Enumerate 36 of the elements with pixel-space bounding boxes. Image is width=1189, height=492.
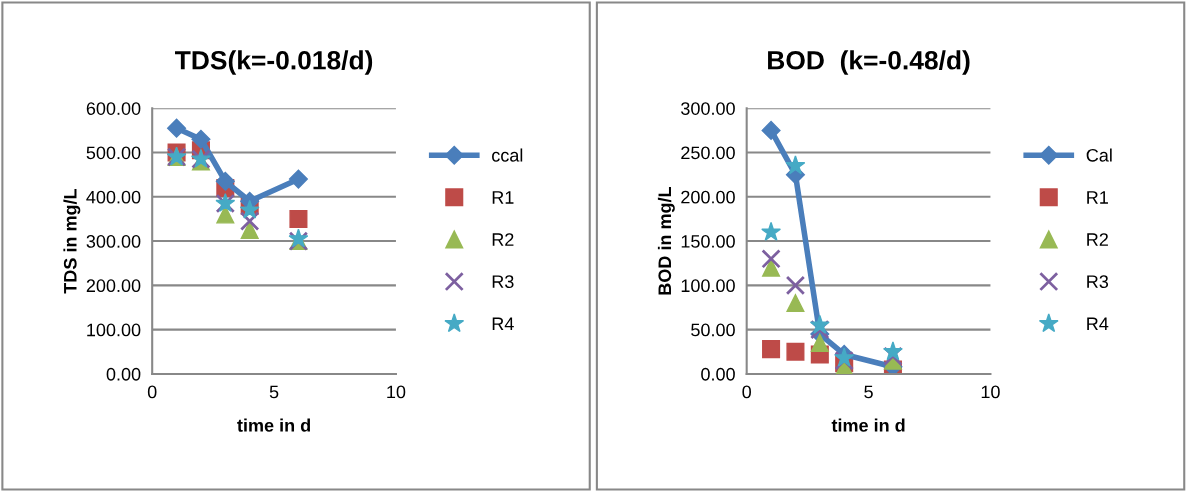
legend-label: R4 <box>1087 317 1109 330</box>
y-tick-label: 200.00 <box>681 190 735 204</box>
y-axis-title: TDS in mg/L <box>63 188 81 294</box>
y-tick-label: 150.00 <box>681 235 735 248</box>
y-tick-label: 500.00 <box>86 146 141 160</box>
y-tick-label: 100.00 <box>87 323 141 337</box>
x-tick-label: 10 <box>981 385 1000 399</box>
legend-label: R1 <box>492 191 514 204</box>
x-tick-label: 5 <box>269 385 279 399</box>
x-tick-label: 0 <box>742 385 752 399</box>
x-axis-title: time in d <box>237 418 310 432</box>
y-tick-label: 0.00 <box>106 367 141 381</box>
y-tick-label: 300.00 <box>86 235 141 248</box>
y-tick-label: 400.00 <box>86 190 141 204</box>
x-axis-title: time in d <box>831 418 905 432</box>
legend-label: R4 <box>492 317 514 330</box>
legend-label: ccal <box>492 148 523 162</box>
legend-label: R2 <box>1087 233 1108 246</box>
x-tick-label: 0 <box>147 385 157 399</box>
legend-label: R1 <box>1087 191 1108 204</box>
legend-label: Cal <box>1086 148 1112 162</box>
y-tick-label: 100.00 <box>681 279 735 293</box>
y-tick-label: 50.00 <box>691 323 735 337</box>
x-tick-label: 10 <box>387 385 406 399</box>
y-tick-label: 600.00 <box>86 102 141 115</box>
y-tick-label: 0.00 <box>701 367 735 381</box>
x-tick-label: 5 <box>864 385 873 399</box>
y-tick-label: 200.00 <box>86 279 141 293</box>
chart-title: BOD (k=-0.48/d) <box>768 50 970 75</box>
y-tick-label: 250.00 <box>681 146 735 160</box>
legend-label: R3 <box>492 275 514 289</box>
legend-label: R3 <box>1087 275 1109 289</box>
y-axis-title: BOD in mg/L <box>657 186 675 295</box>
chart-title: TDS(k=-0.018/d) <box>175 50 373 75</box>
y-tick-label: 300.00 <box>681 102 735 115</box>
legend-label: R2 <box>492 233 514 246</box>
